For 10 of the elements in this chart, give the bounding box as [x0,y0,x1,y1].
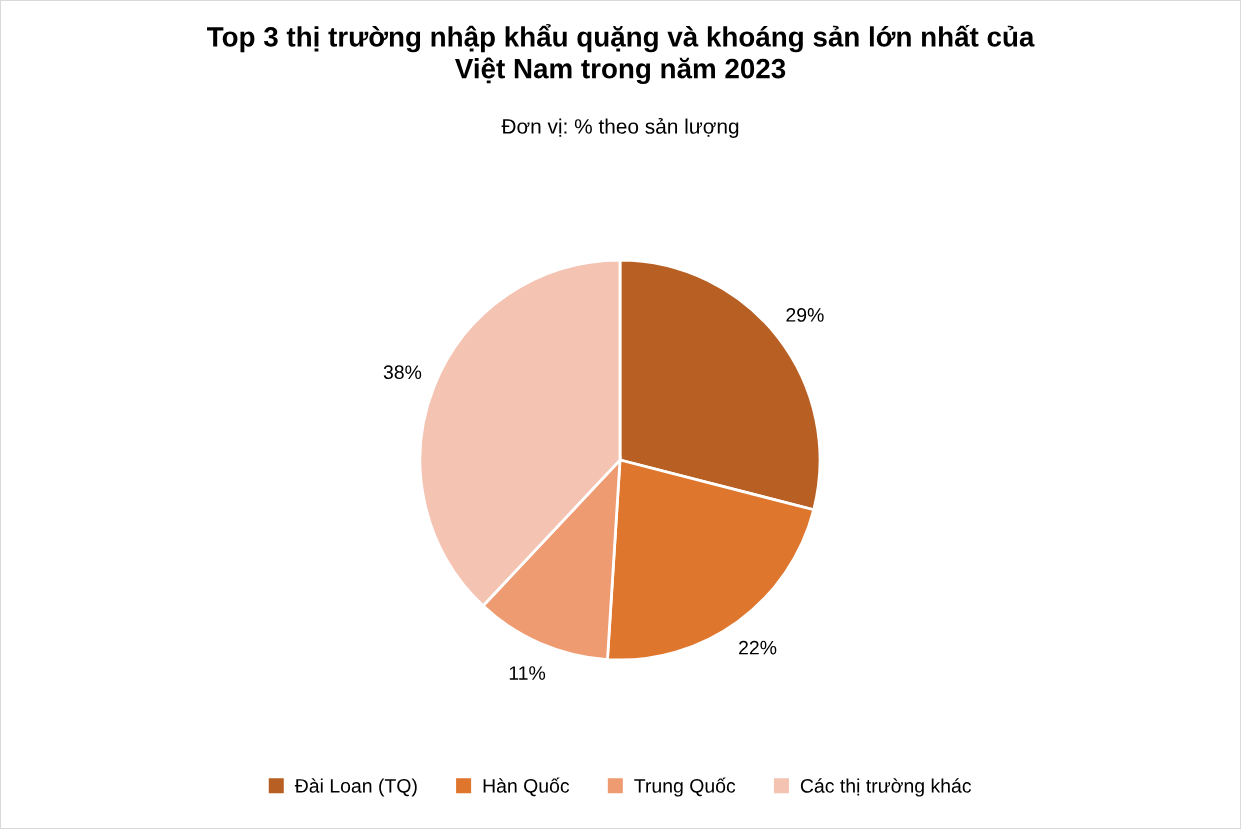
data-label: 29% [786,308,824,322]
legend-label: Đài Loan (TQ) [294,778,417,797]
chart-title: Top 3 thị trường nhập khẩu quặng và khoáng sản lớn nhất của Việt Nam trong năm 2023 [207,24,1035,85]
legend-label: Trung Quốc [634,777,736,797]
legend-label: Hàn Quốc [483,777,570,797]
legend-label: Các thị trường khác [800,778,972,797]
data-label: 11% [509,666,546,680]
data-label: 22% [739,640,777,655]
data-label: 38% [383,365,422,380]
chart-subtitle: Đơn vị: % theo sản lượng [501,118,739,138]
